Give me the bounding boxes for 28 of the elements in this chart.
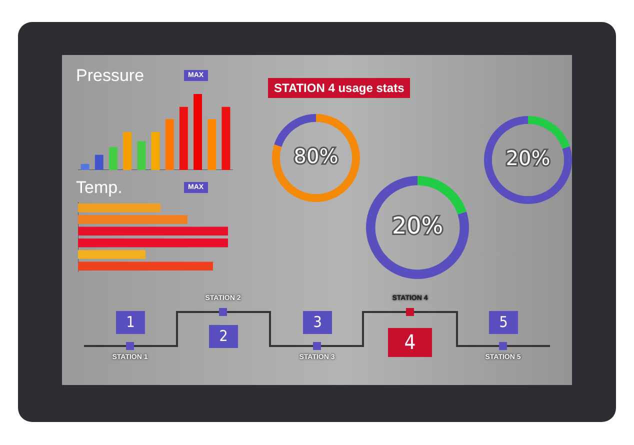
bar (222, 106, 230, 170)
chart-title: Pressure (76, 66, 144, 86)
bar (123, 132, 132, 170)
bar (179, 106, 188, 170)
data-label: 20% (506, 146, 550, 170)
bar (208, 119, 216, 170)
bar (80, 164, 90, 170)
bar (78, 203, 160, 212)
text: 3 (303, 311, 332, 334)
bar (165, 119, 174, 170)
bar (78, 262, 213, 271)
text: 2 (209, 325, 238, 348)
bar (94, 154, 104, 170)
data-label: 20% (392, 213, 444, 240)
bar (137, 141, 146, 170)
bar (151, 132, 160, 170)
data-label: 80% (294, 144, 338, 168)
chart-title: STATION 4 usage stats (268, 78, 410, 98)
bar (194, 94, 202, 170)
bar (78, 226, 228, 236)
text: 4 (388, 328, 432, 357)
bar (78, 238, 228, 248)
chart-title: Temp. (76, 178, 122, 198)
bar (109, 147, 118, 170)
bar (78, 215, 188, 224)
text: 5 (489, 311, 518, 334)
bar (78, 250, 146, 259)
text: 1 (116, 311, 145, 334)
